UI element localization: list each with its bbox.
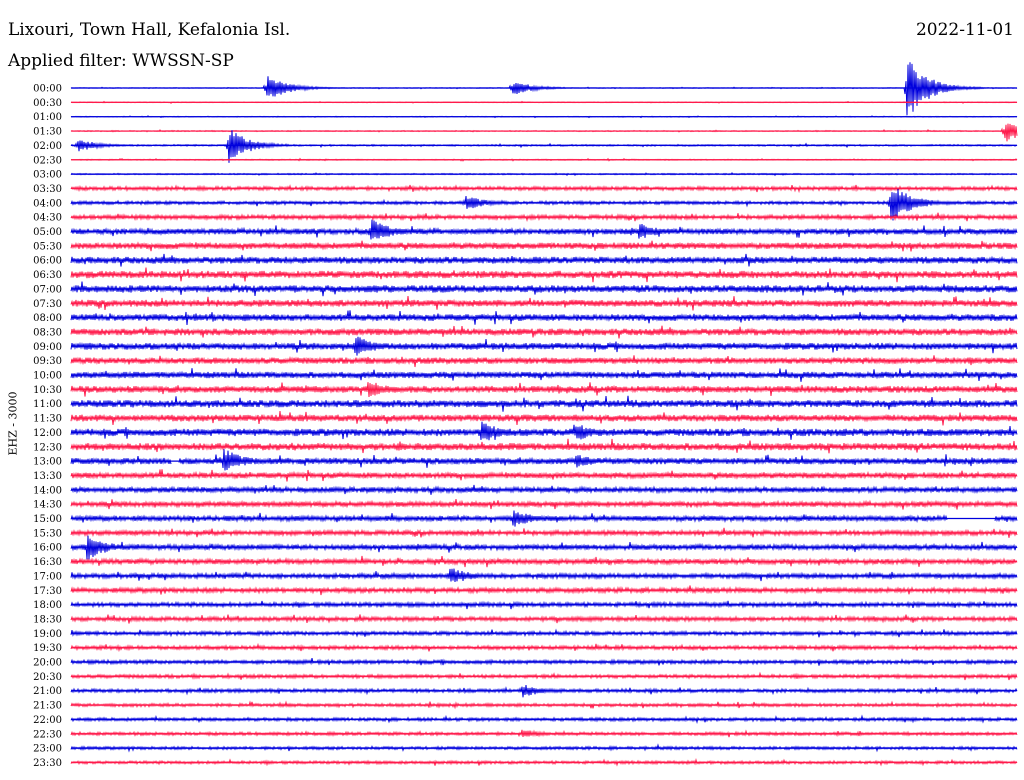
trace-row-1700 (70, 568, 1018, 582)
row-label: 13:30 (33, 471, 62, 482)
row-label: 02:30 (33, 155, 62, 166)
row-label: 01:30 (33, 127, 62, 138)
row-labels: 00:00 00:30 01:00 01:30 02:00 02:30 03:00 03:30… (33, 84, 62, 769)
row-label: 10:00 (33, 371, 62, 382)
row-label: 05:30 (33, 241, 62, 252)
row-label: 13:00 (33, 457, 62, 468)
row-label: 17:00 (33, 571, 62, 582)
row-label: 21:30 (33, 701, 62, 712)
trace-row-0200 (70, 130, 1018, 163)
row-label: 06:30 (33, 270, 62, 281)
row-label: 14:00 (33, 485, 62, 496)
row-label: 08:00 (33, 313, 62, 324)
row-label: 11:30 (33, 414, 62, 425)
row-label: 17:30 (33, 586, 62, 597)
row-label: 03:30 (33, 184, 62, 195)
filter-label: Applied filter: WWSSN-SP (8, 51, 234, 71)
trace-row-1500 (70, 510, 1018, 527)
trace-lines (70, 62, 1018, 767)
trace-row-1000 (70, 368, 1018, 382)
row-label: 19:00 (33, 629, 62, 640)
row-label: 15:30 (33, 528, 62, 539)
station-title: Lixouri, Town Hall, Kefalonia Isl. (8, 20, 291, 40)
row-label: 02:00 (33, 141, 62, 152)
trace-row-0000 (70, 62, 1018, 116)
row-label: 12:30 (33, 442, 62, 453)
row-label: 22:00 (33, 715, 62, 726)
trace-row-0530 (70, 240, 1018, 252)
row-label: 20:30 (33, 672, 62, 683)
row-label: 07:30 (33, 299, 62, 310)
row-label: 01:00 (33, 112, 62, 123)
row-label: 16:30 (33, 557, 62, 568)
row-label: 15:00 (33, 514, 62, 525)
row-label: 18:00 (33, 600, 62, 611)
row-label: 05:00 (33, 227, 62, 238)
row-label: 14:30 (33, 500, 62, 511)
row-label: 19:30 (33, 643, 62, 654)
trace-row-1600 (70, 535, 1018, 560)
row-label: 20:00 (33, 658, 62, 669)
trace-row-1100 (70, 395, 1018, 412)
trace-row-1830 (70, 614, 1018, 624)
row-label: 03:00 (33, 170, 62, 181)
row-label: 23:30 (33, 758, 62, 769)
trace-row-0830 (70, 325, 1018, 339)
row-label: 21:00 (33, 686, 62, 697)
row-label: 09:00 (33, 342, 62, 353)
row-label: 00:30 (33, 98, 62, 109)
row-label: 08:30 (33, 327, 62, 338)
row-label: 22:30 (33, 729, 62, 740)
trace-row-1200 (70, 421, 1018, 441)
row-label: 04:00 (33, 198, 62, 209)
trace-row-1300 (70, 449, 1018, 471)
trace-row-0500 (70, 219, 1018, 240)
row-label: 04:30 (33, 213, 62, 224)
row-label: 16:00 (33, 543, 62, 554)
row-label: 09:30 (33, 356, 62, 367)
row-label: 06:00 (33, 256, 62, 267)
row-label: 10:30 (33, 385, 62, 396)
trace-row-1400 (70, 484, 1018, 495)
trace-row-0130 (70, 123, 1018, 142)
trace-row-0900 (70, 336, 1018, 356)
row-label: 00:00 (33, 84, 62, 95)
trace-row-1230 (70, 438, 1018, 454)
row-label: 18:30 (33, 614, 62, 625)
date-label: 2022-11-01 (915, 20, 1014, 40)
row-label: 07:00 (33, 284, 62, 295)
row-label: 12:00 (33, 428, 62, 439)
row-label: 23:00 (33, 744, 62, 755)
row-label: 11:00 (33, 399, 62, 410)
